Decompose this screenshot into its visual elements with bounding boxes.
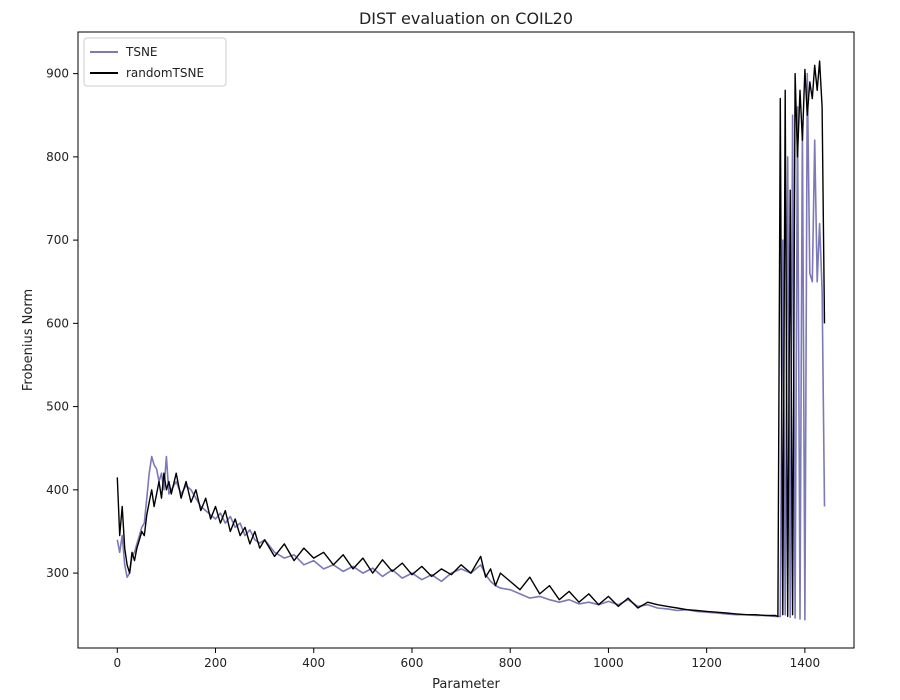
y-axis-label: Frobenius Norm	[21, 289, 36, 391]
chart-title: DIST evaluation on COIL20	[359, 9, 573, 28]
legend: TSNE randomTSNE	[83, 37, 227, 87]
x-tick-label: 800	[499, 656, 522, 670]
y-tick-label: 900	[46, 67, 69, 81]
y-tick-label: 300	[46, 566, 69, 580]
y-tick-label: 800	[46, 150, 69, 164]
y-tick-label: 500	[46, 400, 69, 414]
x-axis-label: Parameter	[432, 677, 500, 692]
plot-area	[116, 60, 826, 621]
x-axis: 0 200 400 600 800 1000 1200 1400	[113, 648, 820, 670]
legend-box	[83, 37, 227, 87]
series-line-randomTSNE	[116, 60, 826, 618]
y-axis: 300 400 500 600 700 800 900	[46, 67, 78, 580]
x-tick-label: 1200	[691, 656, 722, 670]
x-tick-label: 0	[113, 656, 121, 670]
x-tick-label: 200	[204, 656, 227, 670]
legend-label: randomTSNE	[126, 66, 204, 80]
legend-label: TSNE	[125, 45, 158, 59]
series-line-TSNE	[116, 72, 826, 621]
axes-frame	[77, 31, 855, 649]
x-tick-label: 1000	[593, 656, 624, 670]
y-tick-label: 600	[46, 316, 69, 330]
x-tick-label: 400	[302, 656, 325, 670]
x-tick-label: 1400	[790, 656, 821, 670]
y-tick-label: 400	[46, 483, 69, 497]
x-tick-label: 600	[401, 656, 424, 670]
y-tick-label: 700	[46, 233, 69, 247]
